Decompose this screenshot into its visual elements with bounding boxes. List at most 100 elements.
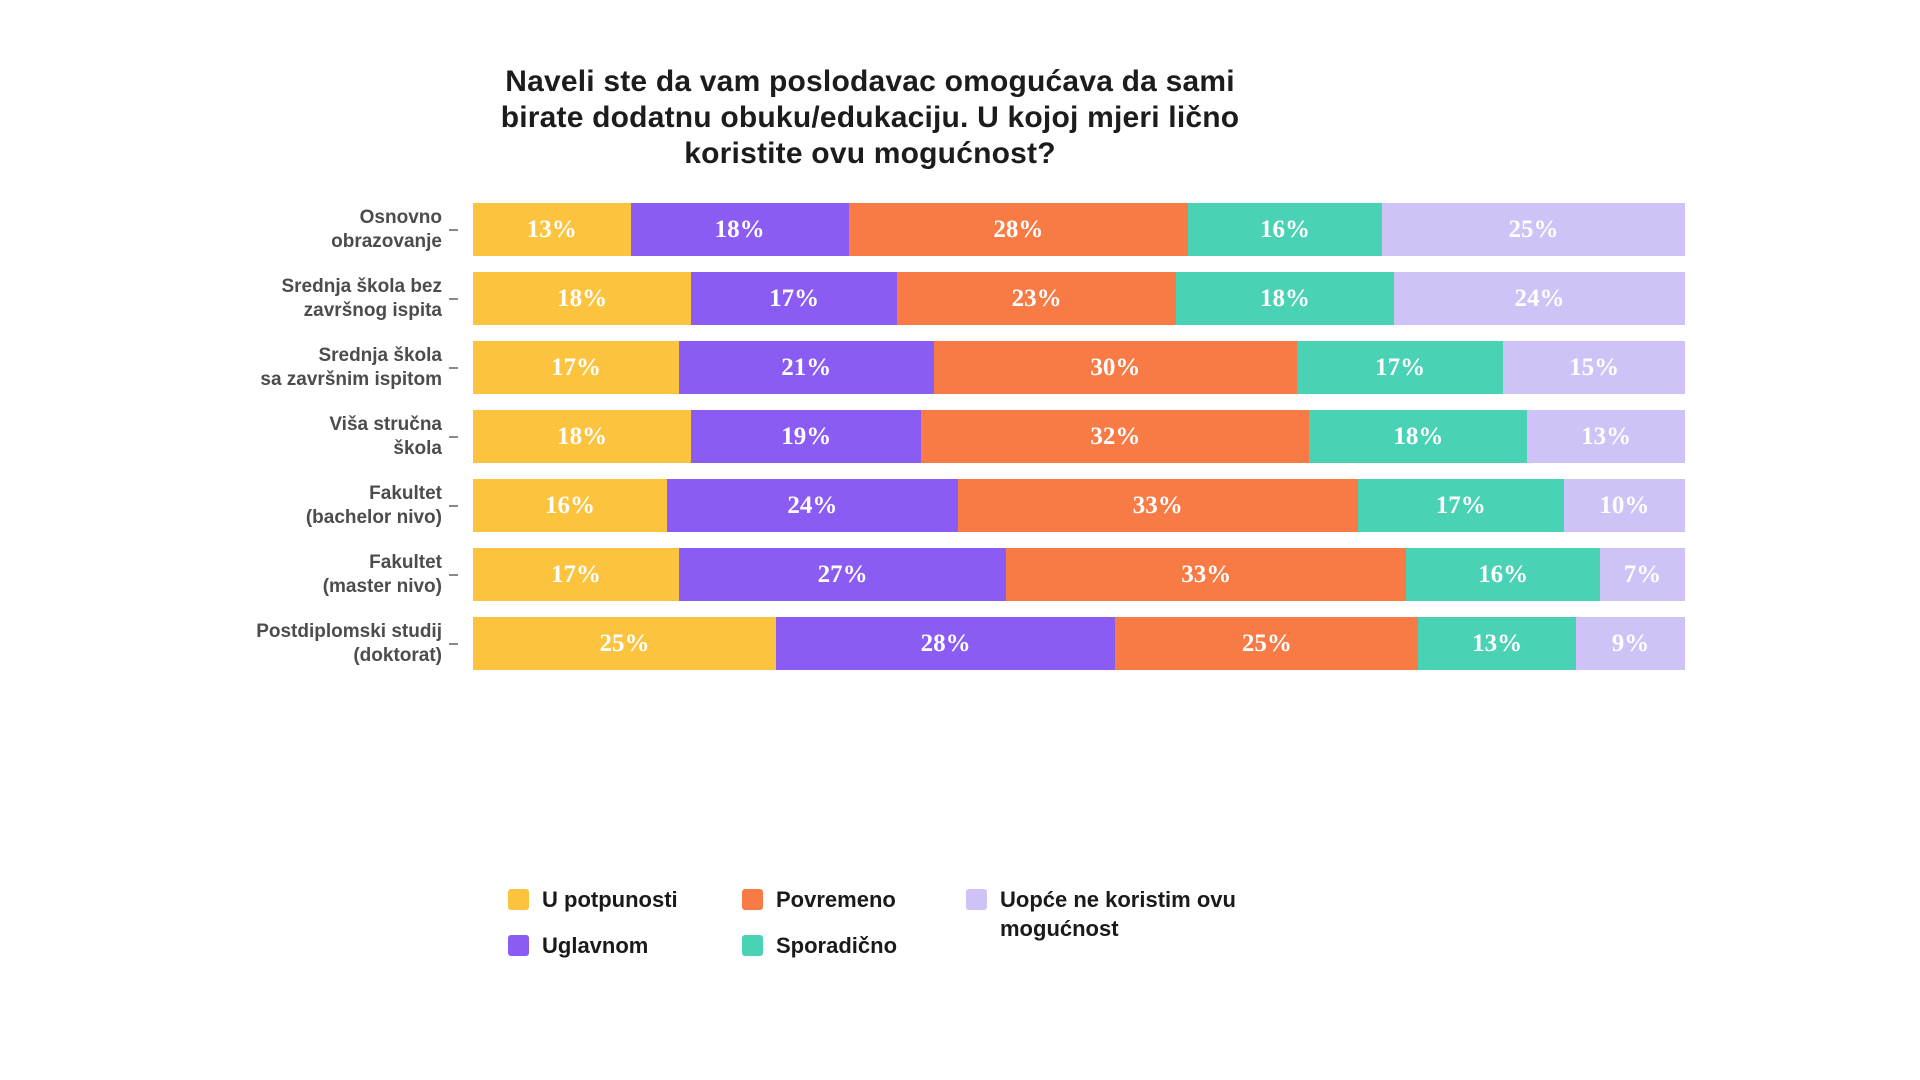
legend-label: Sporadično bbox=[776, 932, 898, 958]
legend-swatch bbox=[742, 889, 763, 910]
bar-value-label: 18% bbox=[557, 284, 608, 312]
bar-value-label: 17% bbox=[551, 560, 602, 588]
bar-value-label: 25% bbox=[1508, 215, 1559, 243]
category-label-line: Postdiplomski studij bbox=[256, 620, 442, 642]
bar-value-label: 27% bbox=[817, 560, 868, 588]
bar-value-label: 17% bbox=[1435, 491, 1486, 519]
category-label-line: Fakultet bbox=[369, 482, 442, 504]
chart-title-line-3: koristite ovu mogućnost? bbox=[684, 137, 1056, 170]
bar-value-label: 30% bbox=[1090, 353, 1141, 381]
legend-item: Uopće ne koristim ovu mogućnost bbox=[966, 886, 1286, 943]
bar-segment: 17% bbox=[1297, 341, 1504, 394]
category-label: Osnovno obrazovanje bbox=[0, 206, 442, 254]
bar-segment: 13% bbox=[1527, 410, 1685, 463]
bar-value-label: 16% bbox=[1260, 215, 1311, 243]
bar-segment: 28% bbox=[776, 617, 1116, 670]
bar-segment: 18% bbox=[1175, 272, 1395, 325]
bar-segment: 18% bbox=[473, 410, 692, 463]
bar-segment: 17% bbox=[473, 548, 680, 601]
bar-segment: 25% bbox=[1115, 617, 1419, 670]
bar-row: Srednja škola bez završnog ispita 18% 17% 23… bbox=[0, 272, 1685, 325]
bar-stack: 25% 28% 25% 13% 9% bbox=[473, 617, 1685, 670]
bar-segment: 16% bbox=[1406, 548, 1601, 601]
bar-segment: 7% bbox=[1600, 548, 1685, 601]
category-label: Srednja škola sa završnim ispitom bbox=[0, 344, 442, 392]
y-axis-tick bbox=[449, 573, 458, 576]
bar-value-label: 15% bbox=[1569, 353, 1620, 381]
category-label-line: (doktorat) bbox=[353, 644, 442, 666]
y-axis-tick bbox=[449, 366, 458, 369]
bar-value-label: 18% bbox=[557, 422, 608, 450]
bar-stack: 13% 18% 28% 16% 25% bbox=[473, 203, 1685, 256]
bar-value-label: 21% bbox=[781, 353, 832, 381]
legend-swatch bbox=[508, 889, 529, 910]
bar-value-label: 28% bbox=[993, 215, 1044, 243]
category-label-line: Srednja škola bbox=[318, 344, 442, 366]
legend-column: Povremeno Sporadično bbox=[742, 886, 966, 960]
bar-value-label: 16% bbox=[1478, 560, 1529, 588]
legend-column: Uopće ne koristim ovu mogućnost bbox=[966, 886, 1286, 943]
category-label-line: Viša stručna bbox=[329, 413, 442, 435]
bar-segment: 19% bbox=[691, 410, 922, 463]
legend-item: U potpunosti bbox=[508, 886, 742, 915]
bar-value-label: 25% bbox=[1241, 629, 1292, 657]
bar-segment: 28% bbox=[848, 203, 1189, 256]
bar-value-label: 7% bbox=[1623, 560, 1662, 588]
category-label-line: Srednja škola bez bbox=[281, 275, 442, 297]
bar-value-label: 13% bbox=[526, 215, 577, 243]
bar-segment: 18% bbox=[1309, 410, 1528, 463]
bar-value-label: 18% bbox=[1393, 422, 1444, 450]
bar-value-label: 18% bbox=[714, 215, 765, 243]
bar-value-label: 9% bbox=[1611, 629, 1650, 657]
bar-segment: 24% bbox=[666, 479, 958, 532]
legend-label: Uglavnom bbox=[542, 932, 649, 958]
bar-stack: 18% 19% 32% 18% 13% bbox=[473, 410, 1685, 463]
bar-row: Osnovno obrazovanje 13% 18% 28% 16% 25% bbox=[0, 203, 1685, 256]
bar-value-label: 16% bbox=[544, 491, 595, 519]
bar-segment: 25% bbox=[1381, 203, 1685, 256]
category-label-line: škola bbox=[393, 437, 442, 459]
category-label: Postdiplomski studij (doktorat) bbox=[0, 620, 442, 668]
legend-swatch bbox=[966, 889, 987, 910]
bar-value-label: 24% bbox=[787, 491, 838, 519]
bar-value-label: 17% bbox=[551, 353, 602, 381]
bar-segment: 16% bbox=[473, 479, 667, 532]
bar-segment: 24% bbox=[1394, 272, 1685, 325]
bar-segment: 18% bbox=[473, 272, 692, 325]
bar-segment: 33% bbox=[957, 479, 1358, 532]
legend-swatch bbox=[508, 934, 529, 956]
bar-segment: 13% bbox=[1418, 617, 1576, 670]
category-label: Srednja škola bez završnog ispita bbox=[0, 275, 442, 323]
bar-value-label: 33% bbox=[1181, 560, 1232, 588]
legend-swatch bbox=[742, 934, 763, 956]
bar-value-label: 17% bbox=[1375, 353, 1426, 381]
bar-row: Fakultet (master nivo) 17% 27% 33% 16% 7% bbox=[0, 548, 1685, 601]
legend-label: Uopće ne koristim ovu mogućnost bbox=[1000, 887, 1236, 941]
bar-segment: 17% bbox=[1357, 479, 1564, 532]
category-label: Fakultet (bachelor nivo) bbox=[0, 482, 442, 530]
legend: U potpunosti Uglavnom Povremeno Sporadično U… bbox=[508, 886, 1286, 960]
chart-title: Naveli ste da vam poslodavac omogućava d… bbox=[320, 64, 1420, 172]
legend-label: Povremeno bbox=[776, 887, 896, 912]
category-label: Viša stručna škola bbox=[0, 413, 442, 461]
bar-rows: Osnovno obrazovanje 13% 18% 28% 16% 25% Srednja… bbox=[0, 203, 1685, 686]
bar-value-label: 13% bbox=[1472, 629, 1523, 657]
bar-segment: 30% bbox=[933, 341, 1298, 394]
bar-row: Srednja škola sa završnim ispitom 17% 21% 30… bbox=[0, 341, 1685, 394]
legend-item: Povremeno bbox=[742, 886, 966, 915]
bar-value-label: 18% bbox=[1260, 284, 1311, 312]
legend-column: U potpunosti Uglavnom bbox=[508, 886, 742, 960]
bar-segment: 32% bbox=[921, 410, 1310, 463]
bar-value-label: 13% bbox=[1581, 422, 1632, 450]
y-axis-tick bbox=[449, 504, 458, 507]
bar-value-label: 32% bbox=[1090, 422, 1141, 450]
category-label-line: (master nivo) bbox=[322, 575, 442, 597]
bar-row: Viša stručna škola 18% 19% 32% 18% 13% bbox=[0, 410, 1685, 463]
y-axis-tick bbox=[449, 297, 458, 300]
bar-segment: 15% bbox=[1503, 341, 1685, 394]
bar-segment: 13% bbox=[473, 203, 631, 256]
bar-value-label: 25% bbox=[599, 629, 650, 657]
bar-value-label: 19% bbox=[781, 422, 832, 450]
bar-stack: 18% 17% 23% 18% 24% bbox=[473, 272, 1685, 325]
